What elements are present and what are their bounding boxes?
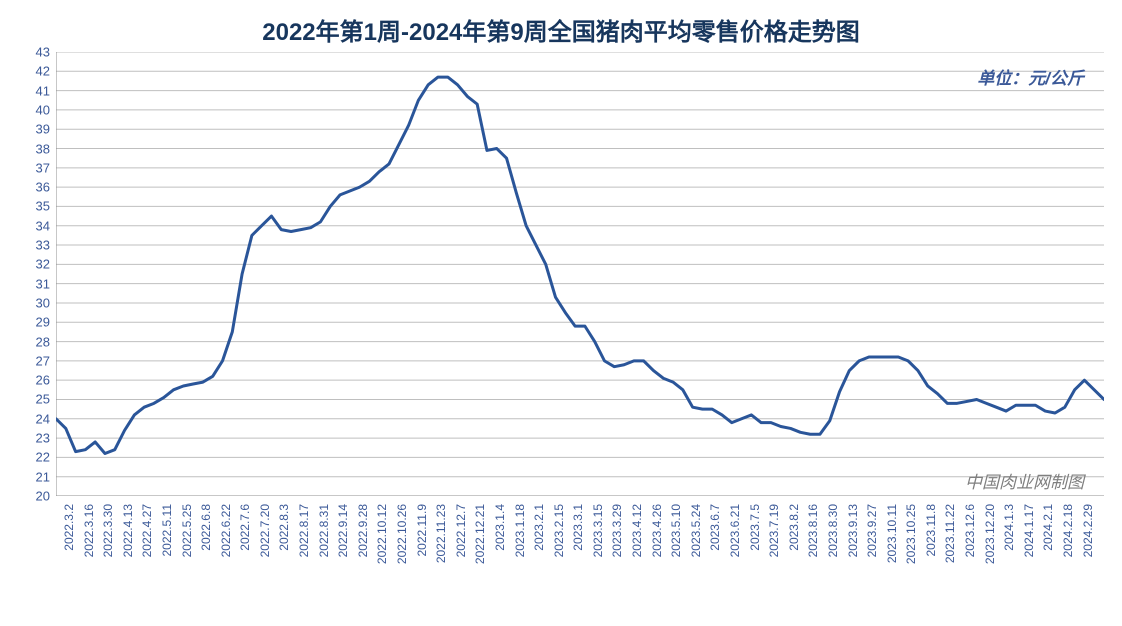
- x-tick-label: 2023.6.21: [728, 504, 742, 557]
- y-tick-label: 36: [0, 180, 50, 195]
- x-tick-label: 2023.4.26: [650, 504, 664, 557]
- x-tick-label: 2022.5.11: [160, 504, 174, 557]
- x-tick-label: 2023.10.25: [904, 504, 918, 564]
- y-tick-label: 29: [0, 315, 50, 330]
- x-tick-label: 2022.9.14: [336, 504, 350, 557]
- x-tick-label: 2023.12.20: [983, 504, 997, 564]
- x-tick-label: 2023.9.27: [865, 504, 879, 557]
- x-tick-label: 2022.6.22: [219, 504, 233, 557]
- x-tick-label: 2023.7.5: [748, 504, 762, 551]
- y-tick-label: 40: [0, 102, 50, 117]
- y-tick-label: 33: [0, 238, 50, 253]
- x-tick-label: 2022.8.17: [297, 504, 311, 557]
- pork-price-chart: 2022年第1周-2024年第9周全国猪肉平均零售价格走势图 20 21 22 23 2…: [0, 0, 1122, 626]
- y-tick-label: 26: [0, 373, 50, 388]
- x-tick-label: 2022.4.13: [121, 504, 135, 557]
- chart-plot-svg: [56, 52, 1104, 496]
- y-tick-label: 37: [0, 160, 50, 175]
- x-tick-label: 2023.12.6: [963, 504, 977, 557]
- x-tick-label: 2023.8.16: [806, 504, 820, 557]
- x-tick-label: 2022.5.25: [180, 504, 194, 557]
- x-tick-label: 2023.3.29: [610, 504, 624, 557]
- x-tick-label: 2022.4.27: [140, 504, 154, 557]
- y-tick-label: 42: [0, 64, 50, 79]
- y-tick-label: 41: [0, 83, 50, 98]
- y-tick-label: 20: [0, 489, 50, 504]
- x-tick-label: 2023.5.10: [669, 504, 683, 557]
- x-tick-label: 2022.10.12: [375, 504, 389, 564]
- y-tick-label: 27: [0, 353, 50, 368]
- x-tick-label: 2023.8.2: [787, 504, 801, 551]
- y-tick-label: 23: [0, 431, 50, 446]
- x-tick-label: 2024.2.18: [1061, 504, 1075, 557]
- x-tick-label: 2022.3.30: [101, 504, 115, 557]
- x-tick-label: 2023.11.8: [924, 504, 938, 557]
- x-tick-label: 2023.1.18: [513, 504, 527, 557]
- x-tick-label: 2022.9.28: [356, 504, 370, 557]
- y-tick-label: 28: [0, 334, 50, 349]
- x-tick-label: 2024.2.1: [1041, 504, 1055, 551]
- y-tick-label: 24: [0, 411, 50, 426]
- chart-title: 2022年第1周-2024年第9周全国猪肉平均零售价格走势图: [10, 12, 1112, 47]
- x-tick-label: 2023.7.19: [767, 504, 781, 557]
- y-tick-label: 43: [0, 45, 50, 60]
- x-axis-tick-labels: 2022.3.2 2022.3.16 2022.3.30 2022.4.13 2022.…: [56, 504, 1104, 624]
- x-tick-label: 2024.1.3: [1002, 504, 1016, 551]
- x-tick-label: 2022.10.26: [395, 504, 409, 564]
- x-tick-label: 2023.9.13: [846, 504, 860, 557]
- x-tick-label: 2022.7.6: [238, 504, 252, 551]
- y-tick-label: 31: [0, 276, 50, 291]
- x-tick-label: 2023.10.11: [885, 504, 899, 563]
- y-tick-label: 21: [0, 469, 50, 484]
- x-tick-label: 2024.2.29: [1081, 504, 1095, 557]
- unit-label: 单位：元/公斤: [977, 64, 1084, 89]
- y-axis-tick-labels: 2021222324252627282930313233343536373839…: [0, 52, 54, 496]
- x-tick-label: 2023.5.24: [689, 504, 703, 557]
- x-tick-label: 2022.6.8: [199, 504, 213, 551]
- y-tick-label: 35: [0, 199, 50, 214]
- x-tick-label: 2022.3.2: [62, 504, 76, 551]
- y-tick-label: 38: [0, 141, 50, 156]
- x-tick-label: 2022.7.20: [258, 504, 272, 557]
- x-tick-label: 2022.8.3: [277, 504, 291, 551]
- y-tick-label: 22: [0, 450, 50, 465]
- x-tick-label: 2022.12.21: [473, 504, 487, 564]
- x-tick-label: 2023.2.15: [552, 504, 566, 557]
- y-tick-label: 32: [0, 257, 50, 272]
- y-tick-label: 30: [0, 295, 50, 310]
- x-tick-label: 2023.8.30: [826, 504, 840, 557]
- x-tick-label: 2023.2.1: [532, 504, 546, 551]
- x-tick-label: 2023.11.22: [943, 504, 957, 563]
- y-tick-label: 25: [0, 392, 50, 407]
- y-tick-label: 34: [0, 218, 50, 233]
- x-tick-label: 2022.11.9: [415, 504, 429, 557]
- x-tick-label: 2024.1.17: [1022, 504, 1036, 557]
- x-tick-label: 2023.1.4: [493, 504, 507, 551]
- x-tick-label: 2023.4.12: [630, 504, 644, 557]
- x-tick-label: 2022.8.31: [317, 504, 331, 557]
- x-tick-label: 2023.3.15: [591, 504, 605, 557]
- x-tick-label: 2022.11.23: [434, 504, 448, 563]
- x-tick-label: 2022.3.16: [82, 504, 96, 557]
- x-tick-label: 2023.3.1: [571, 504, 585, 551]
- y-tick-label: 39: [0, 122, 50, 137]
- watermark-label: 中国肉业网制图: [965, 468, 1084, 493]
- x-tick-label: 2022.12.7: [454, 504, 468, 557]
- x-tick-label: 2023.6.7: [708, 504, 722, 551]
